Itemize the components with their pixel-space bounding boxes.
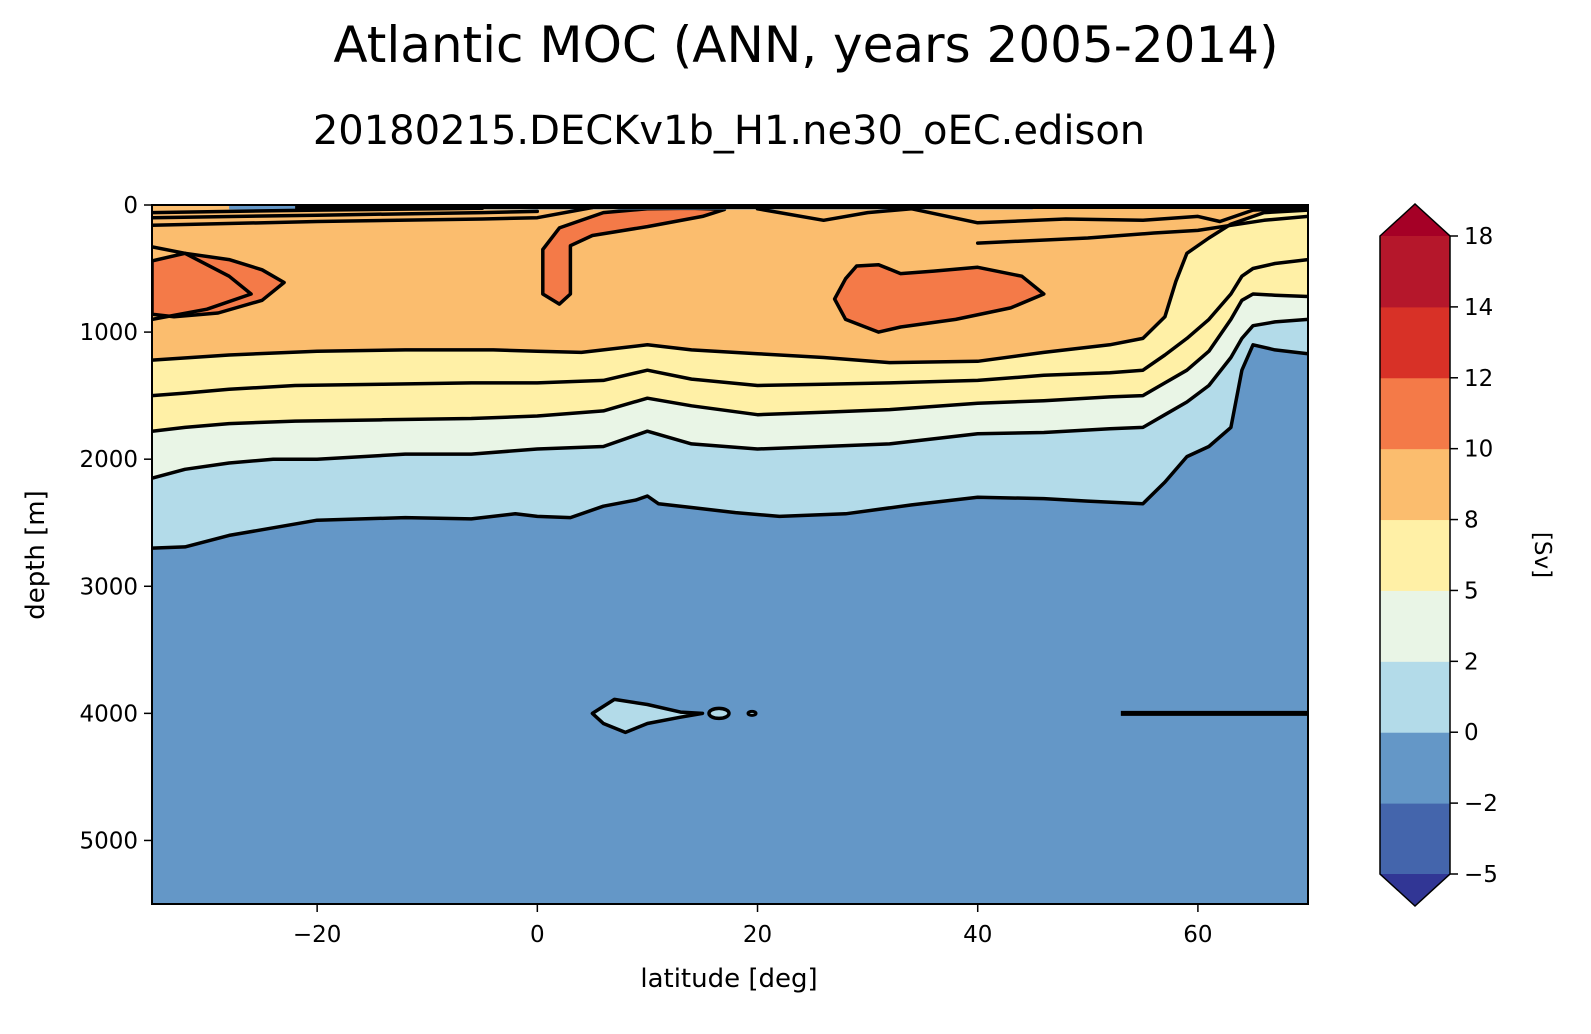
colorbar-tick-label: −5 [1464,862,1498,888]
colorbar-segment [1380,661,1450,733]
colorbar-tick-label: 8 [1464,508,1479,534]
contour-line-2 [152,292,1308,433]
colorbar-segment [1380,732,1450,804]
x-tick-label: −20 [293,922,342,948]
colorbar-label: [Sv] [1529,532,1555,578]
x-tick-label: 40 [963,922,992,948]
y-tick-label: 1000 [79,320,138,346]
colorbar-extend-max [1380,204,1450,236]
contour-line-0 [152,343,1308,550]
max-region-0 [152,251,286,319]
fill-band-6-8 [152,210,1308,396]
colorbar-tick-label: −2 [1464,791,1498,817]
colorbar-tick-label: 12 [1464,366,1493,392]
colorbar-segment [1380,306,1450,379]
colorbar-tick-label: 0 [1464,720,1479,746]
small-closed-contour-2 [707,706,731,721]
colorbar-segment [1380,803,1450,875]
colorbar-tick-label: 10 [1464,437,1493,463]
contour-upper-5 [975,214,1308,245]
x-tick-label: 0 [530,922,545,948]
fill-band-8-10 [152,205,1308,363]
y-axis-ticks: 0 1000 2000 3000 4000 5000 [79,193,152,854]
small-closed-contour [590,697,705,735]
y-tick-label: 2000 [79,447,138,473]
contour-upper-0 [152,245,253,322]
fill-band-4-6 [152,259,1308,432]
colorbar-tick-label: 14 [1464,295,1493,321]
contour-fills [152,205,1308,904]
contour-upper-4 [755,205,1308,225]
plot-frame [151,204,1309,905]
x-axis-ticks: −20 0 20 40 60 [293,904,1213,948]
max-region-2 [832,262,1046,334]
x-tick-label: 60 [1183,922,1212,948]
x-axis-label: latitude [deg] [640,964,817,994]
fill-band-0-2 [152,319,1308,549]
contour-line-3 [152,257,1308,398]
contour-upper-2 [152,209,540,220]
small-closed-contour-3 [746,709,758,717]
y-tick-label: 4000 [79,701,138,727]
colorbar: −5 −2 0 2 5 8 10 12 14 18 [1379,202,1498,908]
contour-upper-1 [152,205,595,228]
colorbar-segment [1380,236,1450,308]
plot-area [152,205,1308,904]
contour-lines [152,205,1308,735]
colorbar-segment [1380,519,1450,591]
chart-subtitle: 20180215.DECKv1b_H1.ne30_oEC.edison [313,108,1145,154]
colorbar-tick-label: 18 [1464,224,1493,250]
y-tick-label: 0 [123,193,138,219]
contour-line-4 [152,208,1308,365]
colorbar-segment [1380,377,1450,450]
y-tick-label: 3000 [79,574,138,600]
colorbar-segment [1380,448,1450,521]
chart-title: Atlantic MOC (ANN, years 2005-2014) [333,16,1278,74]
y-tick-label: 5000 [79,828,138,854]
y-axis-label: depth [m] [21,490,51,620]
colorbar-tick-label: 5 [1464,578,1479,604]
max-region-1 [541,206,727,306]
contour-line-1 [152,317,1308,480]
colorbar-segment [1380,590,1450,662]
colorbar-tick-label: 2 [1464,649,1479,675]
colorbar-extend-min [1380,874,1450,906]
x-tick-label: 20 [743,922,772,948]
